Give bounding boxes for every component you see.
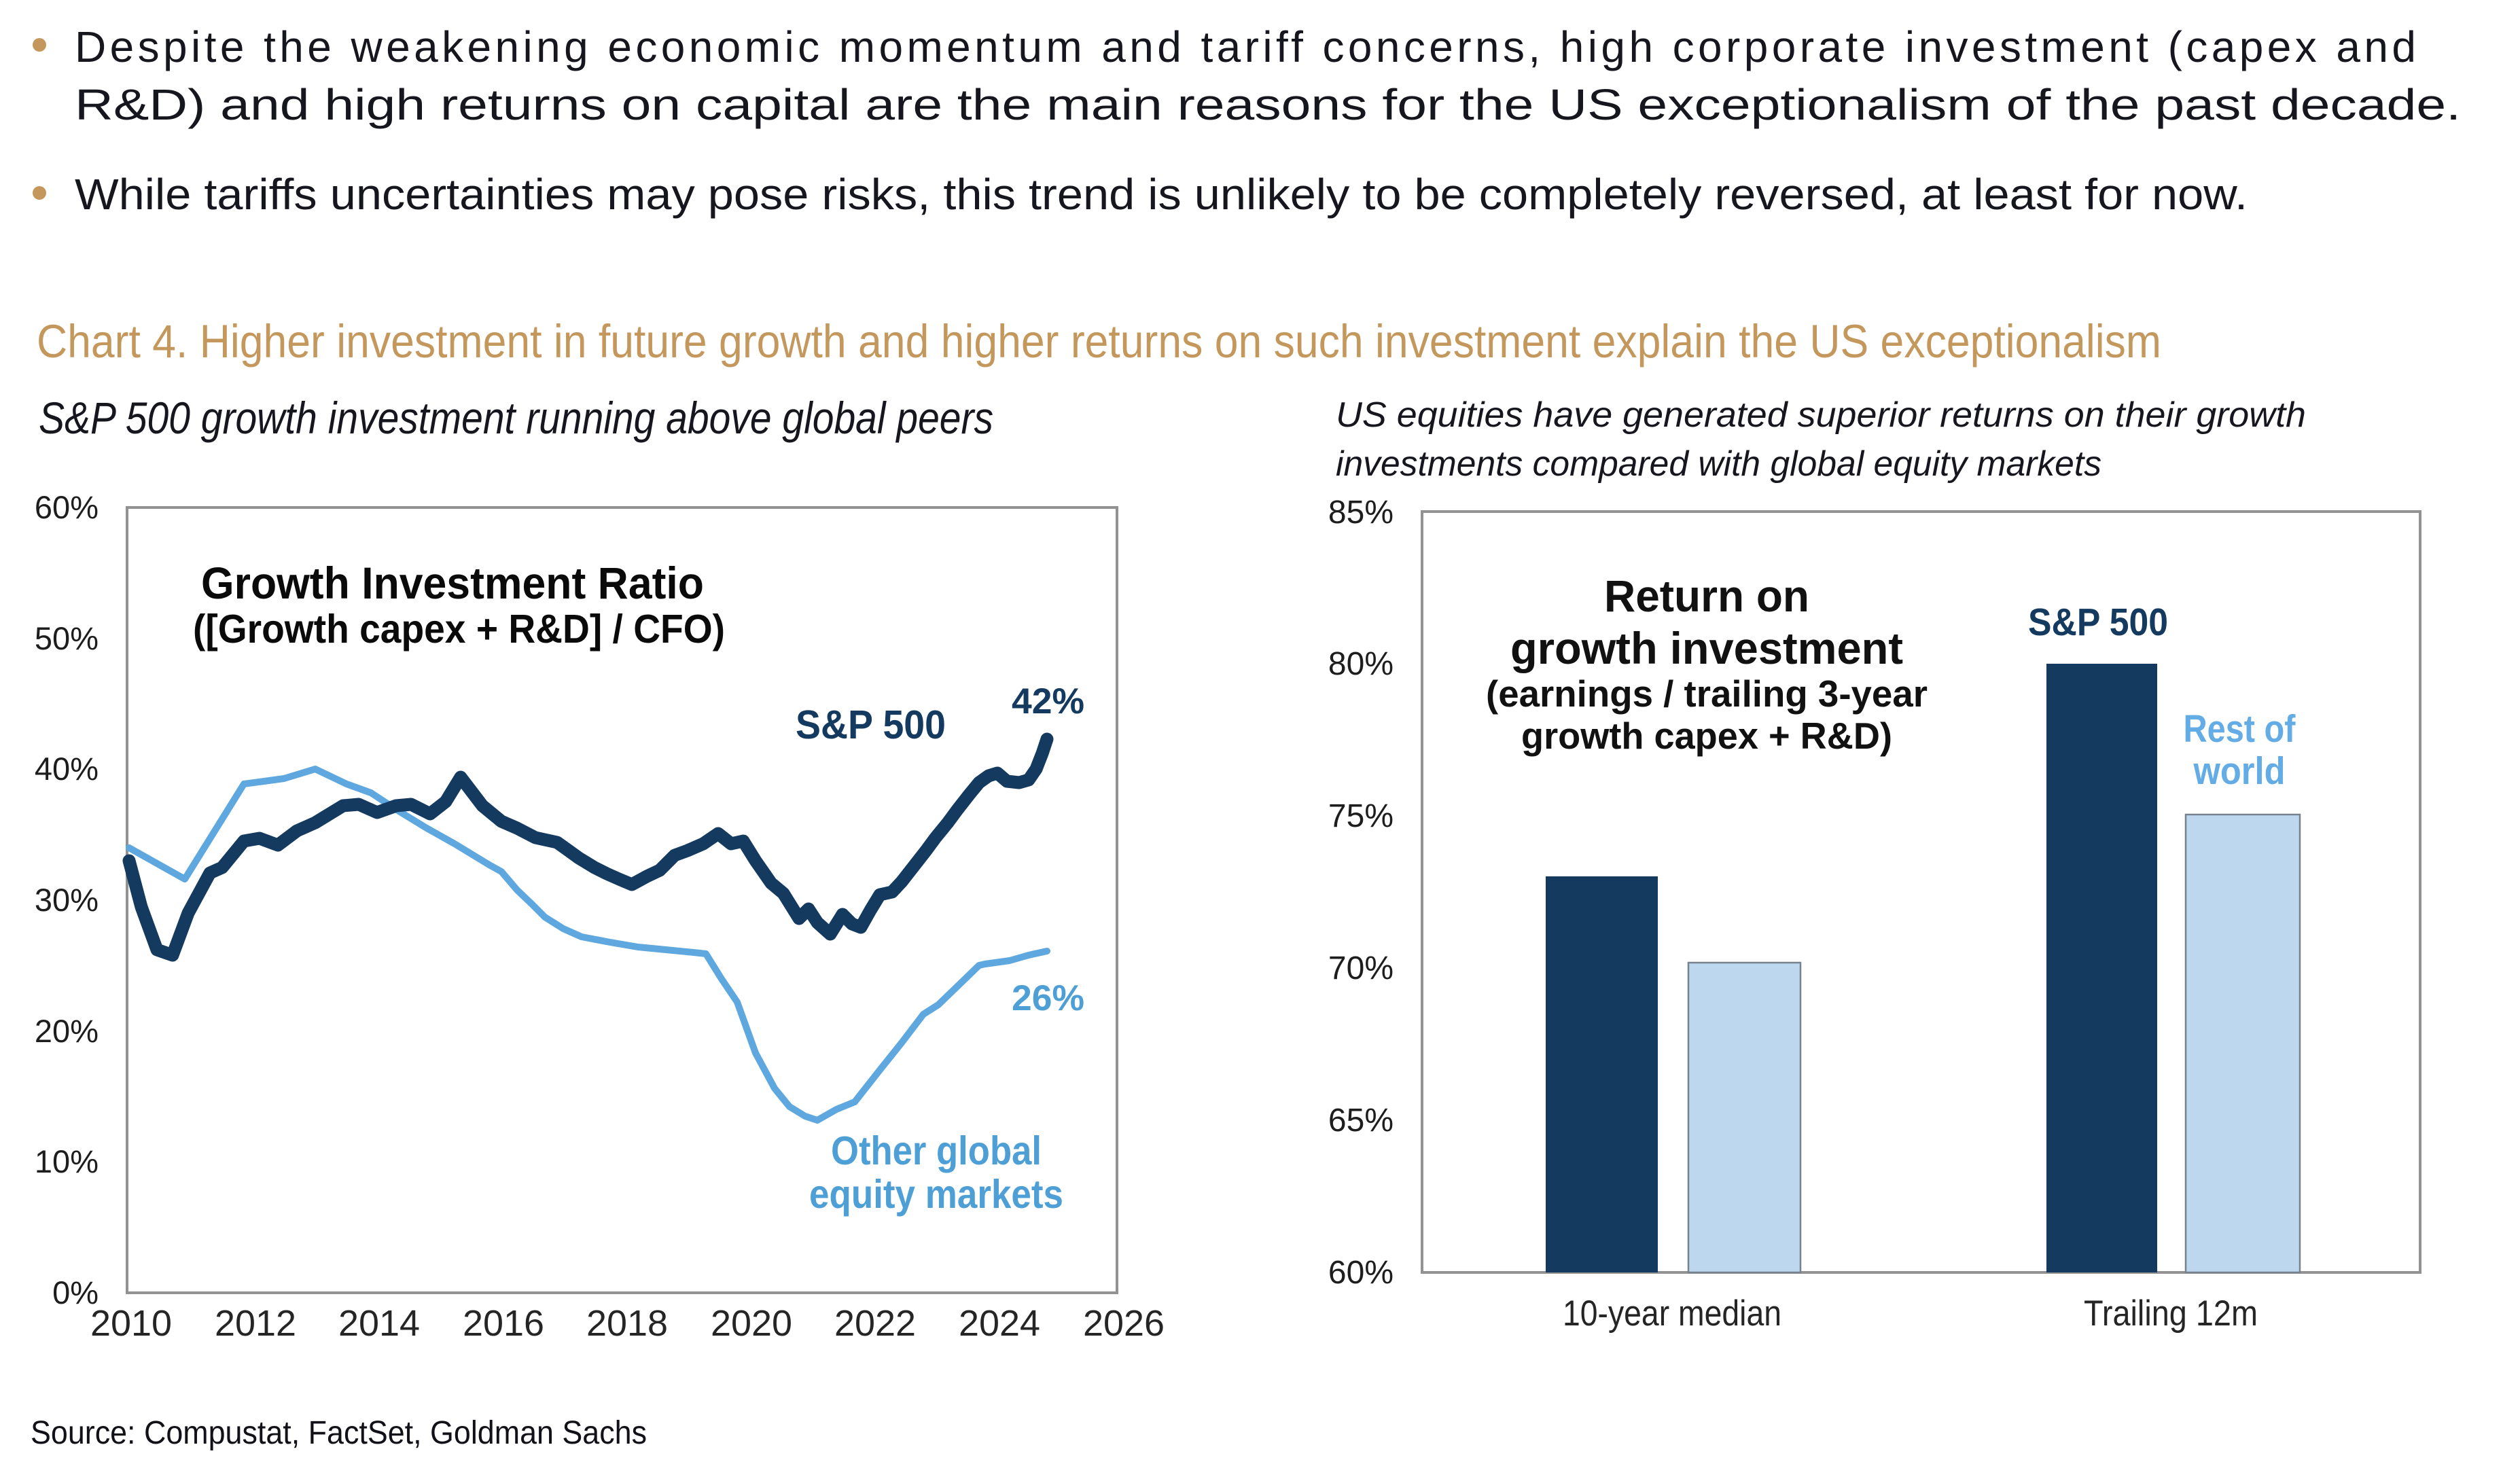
svg-text:Source: Compustat, FactSet, Go: Source: Compustat, FactSet, Goldman Sach… — [31, 1415, 647, 1451]
svg-text:Rest of: Rest of — [2184, 707, 2296, 751]
svg-text:50%: 50% — [35, 620, 99, 656]
svg-text:65%: 65% — [1328, 1103, 1394, 1139]
svg-text:0%: 0% — [52, 1274, 99, 1310]
svg-text:investments compared with glob: investments compared with global equity … — [1336, 444, 2101, 484]
svg-text:60%: 60% — [1328, 1255, 1394, 1291]
svg-text:equity markets: equity markets — [809, 1172, 1063, 1217]
svg-text:10%: 10% — [35, 1143, 99, 1179]
svg-text:26%: 26% — [1012, 978, 1084, 1018]
svg-text:While tariffs uncertainties ma: While tariffs uncertainties may pose ris… — [75, 170, 2248, 219]
svg-text:Growth Investment Ratio: Growth Investment Ratio — [201, 558, 704, 608]
svg-text:growth investment: growth investment — [1510, 623, 1903, 673]
svg-text:Other global: Other global — [831, 1128, 1042, 1173]
svg-text:Return on: Return on — [1604, 571, 1809, 621]
svg-text:R&D) and high returns on capit: R&D) and high returns on capital are the… — [75, 80, 2461, 129]
svg-text:75%: 75% — [1328, 798, 1394, 834]
svg-text:20%: 20% — [35, 1013, 99, 1049]
svg-text:S&P 500 growth investment runn: S&P 500 growth investment running above … — [39, 393, 993, 443]
svg-text:world: world — [2193, 749, 2286, 793]
svg-text:70%: 70% — [1328, 950, 1394, 986]
svg-text:40%: 40% — [35, 751, 99, 787]
svg-text:80%: 80% — [1328, 646, 1394, 682]
svg-text:2016: 2016 — [463, 1303, 544, 1344]
svg-text:2026: 2026 — [1083, 1303, 1165, 1344]
svg-text:2024: 2024 — [959, 1303, 1040, 1344]
svg-text:85%: 85% — [1328, 495, 1394, 531]
svg-text:2010: 2010 — [90, 1303, 172, 1344]
svg-text:42%: 42% — [1012, 681, 1084, 721]
svg-text:2020: 2020 — [711, 1303, 792, 1344]
svg-text:(earnings / trailing 3-year: (earnings / trailing 3-year — [1486, 673, 1928, 715]
svg-text:2018: 2018 — [586, 1303, 668, 1344]
svg-text:Trailing 12m: Trailing 12m — [2084, 1293, 2258, 1334]
svg-text:S&P 500: S&P 500 — [796, 702, 946, 747]
svg-text:60%: 60% — [35, 489, 99, 525]
svg-text:2014: 2014 — [338, 1303, 420, 1344]
svg-text:US equities have generated sup: US equities have generated superior retu… — [1336, 395, 2306, 435]
svg-text:growth capex + R&D): growth capex + R&D) — [1521, 715, 1892, 757]
svg-text:30%: 30% — [35, 882, 99, 918]
svg-text:Chart 4. Higher investment in: Chart 4. Higher investment in future gro… — [37, 315, 2161, 368]
svg-text:([Growth capex + R&D] / CFO): ([Growth capex + R&D] / CFO) — [193, 607, 725, 651]
svg-text:2012: 2012 — [215, 1303, 296, 1344]
svg-text:S&P 500: S&P 500 — [2028, 601, 2168, 644]
svg-text:Despite the weakening economic: Despite the weakening economic momentum … — [75, 22, 2416, 71]
svg-text:10-year median: 10-year median — [1563, 1293, 1781, 1334]
svg-text:2022: 2022 — [834, 1303, 916, 1344]
